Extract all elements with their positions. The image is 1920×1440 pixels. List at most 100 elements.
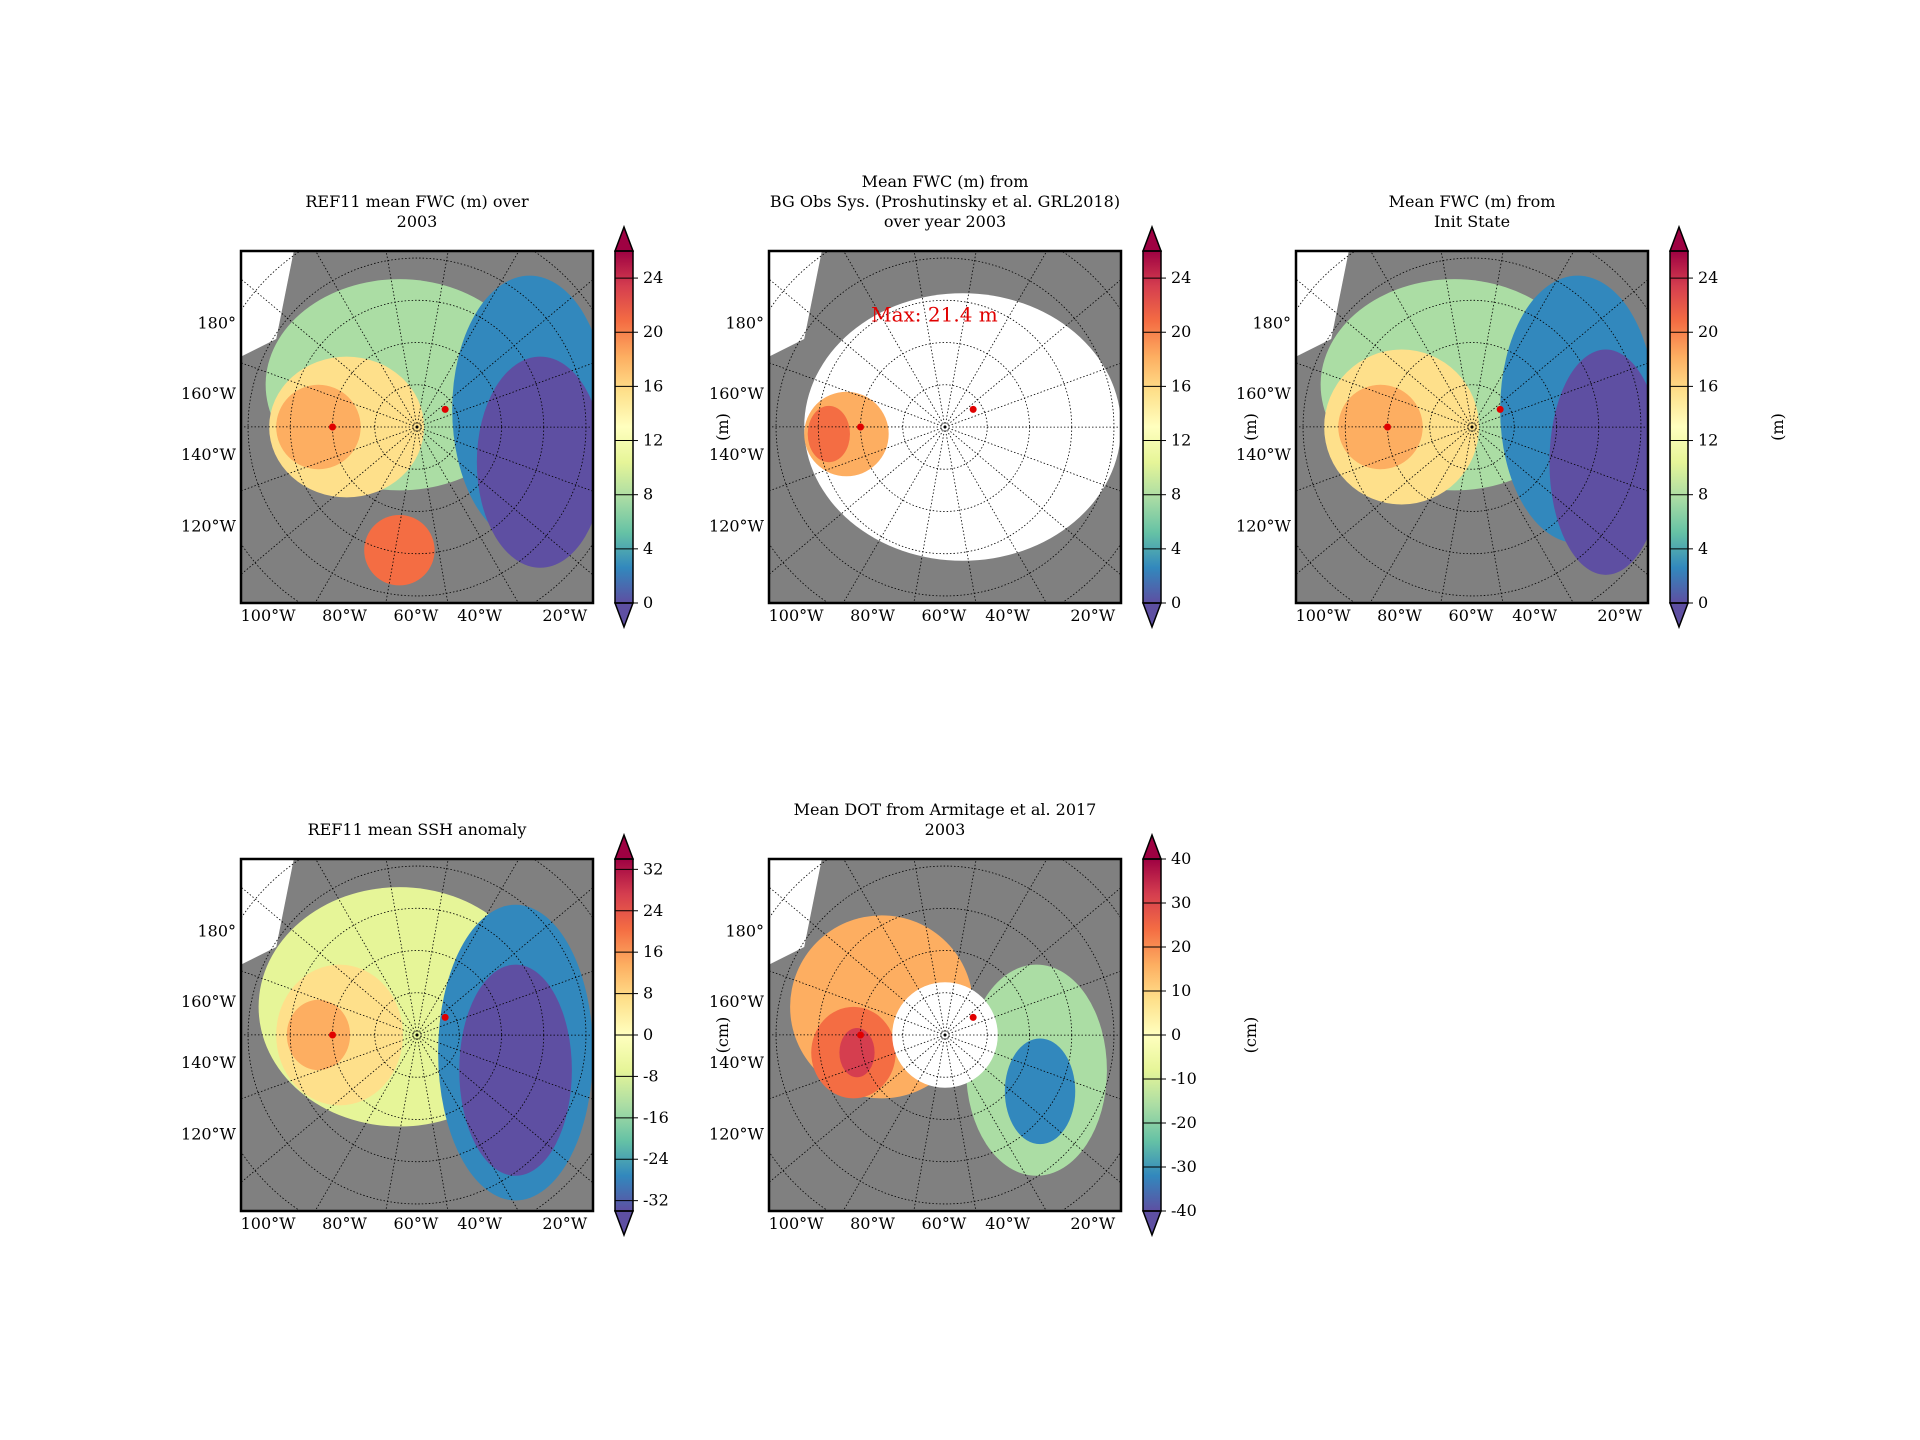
lat-label: 180° — [197, 922, 236, 941]
field — [476, 356, 593, 568]
coast — [241, 859, 294, 965]
meridian — [769, 362, 946, 428]
meridian — [1471, 426, 1648, 576]
lat-label: 140°W — [181, 1053, 237, 1072]
meridian — [315, 859, 418, 1036]
colorbar-label: (m) — [1241, 413, 1260, 441]
colorbar-tick-label: 16 — [643, 942, 663, 961]
meridian — [416, 279, 593, 428]
lon-label: 20°W — [1597, 606, 1642, 625]
lat-label: 160°W — [181, 992, 237, 1011]
panel-title: BG Obs Sys. (Proshutinsky et al. GRL2018… — [770, 192, 1120, 211]
colorbar-tick-label: 0 — [643, 593, 653, 612]
station — [441, 405, 449, 413]
colorbar-label: (cm) — [713, 1017, 732, 1054]
meridian — [944, 859, 977, 1036]
field — [364, 515, 435, 586]
panel-title: over year 2003 — [884, 212, 1006, 231]
field — [807, 405, 850, 463]
lat-label: 140°W — [709, 445, 765, 464]
panel-title: REF11 mean FWC (m) over — [305, 192, 529, 211]
lon-label: 20°W — [542, 606, 587, 625]
colorbar-tick-label: 12 — [643, 431, 663, 450]
meridian — [769, 426, 946, 575]
meridian — [1440, 251, 1473, 428]
meridian — [385, 859, 418, 1036]
meridian — [944, 426, 1047, 603]
lat-label: 140°W — [709, 1053, 765, 1072]
panel-title: REF11 mean SSH anomaly — [308, 820, 527, 839]
extend-bottom — [1141, 1210, 1163, 1238]
lon-label: 100°W — [1296, 606, 1352, 625]
meridian — [843, 859, 946, 1036]
map-frame — [239, 857, 595, 1213]
colorbar-tick-label: 4 — [643, 539, 653, 558]
lat-label: 120°W — [181, 1125, 237, 1144]
meridian — [944, 859, 1048, 1036]
meridian — [416, 887, 593, 1036]
colorbar-tick-label: 8 — [1698, 485, 1708, 504]
lon-label: 80°W — [322, 606, 367, 625]
map-frame — [239, 249, 595, 605]
meridian — [1471, 251, 1575, 428]
lat-label: 120°W — [709, 1125, 765, 1144]
meridian — [1440, 426, 1473, 603]
coast — [769, 251, 822, 357]
colorbar-tick-label: 16 — [1171, 376, 1191, 395]
map — [769, 859, 1121, 1211]
meridian — [314, 1034, 418, 1211]
colorbar-tick-label: 0 — [1171, 1025, 1181, 1044]
colorbar — [1143, 251, 1161, 603]
colorbar-tick-label: 24 — [1171, 268, 1191, 287]
lat-label: 180° — [1252, 314, 1291, 333]
field — [839, 1027, 875, 1078]
colorbar-tick-label: -16 — [643, 1108, 669, 1127]
lon-label: 20°W — [542, 1214, 587, 1233]
meridian — [416, 362, 593, 428]
colorbar-label: (m) — [713, 413, 732, 441]
extend-top — [613, 832, 635, 860]
meridian — [769, 970, 946, 1036]
meridian — [769, 1034, 946, 1100]
station — [329, 423, 337, 431]
panel-title: 2003 — [925, 820, 966, 839]
lon-label: 20°W — [1070, 1214, 1115, 1233]
colorbar — [615, 251, 633, 603]
field — [459, 964, 572, 1176]
colorbar-tick-label: -24 — [643, 1149, 669, 1168]
map — [769, 251, 1121, 603]
meridian — [913, 859, 946, 1036]
colorbar-tick-label: 20 — [1698, 322, 1718, 341]
meridian — [769, 1034, 946, 1183]
colorbar-tick-label: 16 — [643, 376, 663, 395]
meridian — [1471, 279, 1648, 428]
colorbar-tick-label: 10 — [1171, 981, 1191, 1000]
meridian — [241, 1034, 418, 1183]
meridian — [1296, 362, 1473, 428]
colorbar-tick-label: 24 — [643, 901, 663, 920]
meridian — [913, 426, 946, 603]
map-panel: REF11 mean SSH anomaly 100°W 80°W 60°W 40°W 2… — [181, 820, 732, 1238]
lon-label: 100°W — [241, 606, 297, 625]
lon-label: 60°W — [394, 1214, 439, 1233]
lat-label: 180° — [725, 314, 764, 333]
lat-label: 120°W — [709, 517, 765, 536]
lon-label: 60°W — [394, 606, 439, 625]
colorbar-tick-label: 4 — [1698, 539, 1708, 558]
coast — [241, 251, 294, 357]
station — [1384, 423, 1392, 431]
meridian — [1369, 426, 1473, 603]
lon-label: 20°W — [1070, 606, 1115, 625]
meridian — [842, 426, 946, 603]
map-frame — [1294, 249, 1650, 605]
meridian — [241, 362, 418, 428]
extend-top — [613, 224, 635, 252]
extend-bottom — [613, 602, 635, 630]
station — [441, 1013, 449, 1021]
meridian — [416, 1034, 449, 1211]
colorbar-tick-label: -8 — [643, 1066, 659, 1085]
colorbar-label: (cm) — [1241, 1017, 1260, 1054]
meridian — [1296, 426, 1473, 575]
lat-label: 160°W — [181, 384, 237, 403]
